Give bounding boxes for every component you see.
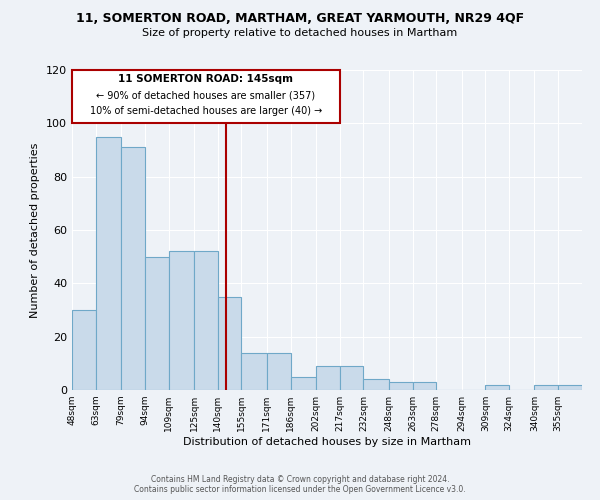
FancyBboxPatch shape (72, 70, 340, 124)
X-axis label: Distribution of detached houses by size in Martham: Distribution of detached houses by size … (183, 437, 471, 447)
Bar (72, 310, 96, 390)
Bar (316, 366, 340, 390)
Bar (194, 252, 218, 390)
Text: 10% of semi-detached houses are larger (40) →: 10% of semi-detached houses are larger (… (90, 106, 322, 117)
Bar (145, 256, 169, 390)
Bar (121, 148, 145, 390)
Bar (413, 382, 436, 390)
Text: Contains HM Land Registry data © Crown copyright and database right 2024.: Contains HM Land Registry data © Crown c… (151, 475, 449, 484)
Text: Size of property relative to detached houses in Martham: Size of property relative to detached ho… (142, 28, 458, 38)
Text: Contains public sector information licensed under the Open Government Licence v3: Contains public sector information licen… (134, 485, 466, 494)
Bar (535, 384, 558, 390)
Text: 11, SOMERTON ROAD, MARTHAM, GREAT YARMOUTH, NR29 4QF: 11, SOMERTON ROAD, MARTHAM, GREAT YARMOU… (76, 12, 524, 26)
Bar (558, 384, 582, 390)
Bar (485, 384, 509, 390)
Bar (340, 366, 364, 390)
Bar (364, 380, 389, 390)
Bar (241, 352, 267, 390)
Bar (169, 252, 194, 390)
Bar (267, 352, 290, 390)
Text: ← 90% of detached houses are smaller (357): ← 90% of detached houses are smaller (35… (96, 90, 316, 101)
Bar (290, 376, 316, 390)
Bar (96, 136, 121, 390)
Bar (389, 382, 413, 390)
Text: 11 SOMERTON ROAD: 145sqm: 11 SOMERTON ROAD: 145sqm (118, 74, 293, 85)
Bar (218, 296, 241, 390)
Y-axis label: Number of detached properties: Number of detached properties (31, 142, 40, 318)
